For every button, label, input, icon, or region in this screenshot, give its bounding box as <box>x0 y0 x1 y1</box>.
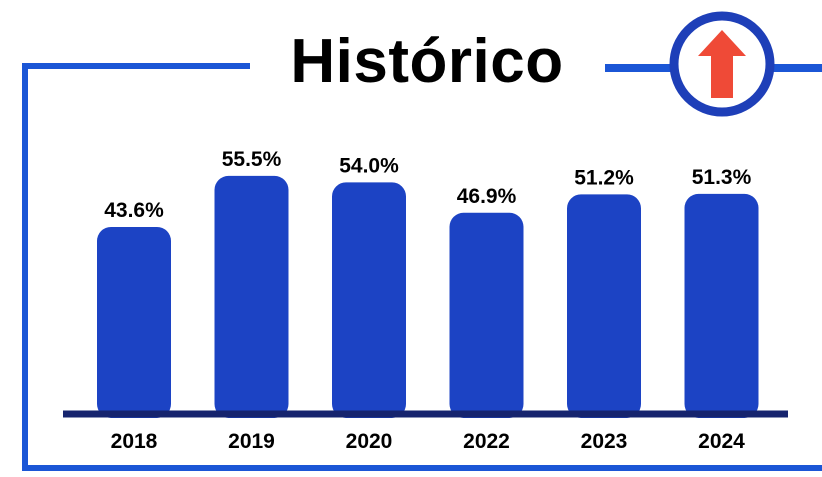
bar-2024 <box>684 193 759 418</box>
category-label-2022: 2022 <box>463 430 510 453</box>
value-label-2024: 51.3% <box>692 166 752 189</box>
category-label-2024: 2024 <box>698 430 745 453</box>
labels-layer: 43.6% 2018 55.5% 2019 54.0% 2020 46.9% 2022 51.2… <box>104 148 751 453</box>
value-label-2018: 43.6% <box>104 199 164 222</box>
value-label-2019: 55.5% <box>222 148 282 171</box>
chart-title: Histórico <box>290 27 564 96</box>
value-label-2023: 51.2% <box>574 166 634 189</box>
bar-2018 <box>97 226 171 418</box>
bar-2020 <box>332 182 406 418</box>
value-label-2020: 54.0% <box>339 154 399 177</box>
bars-layer <box>97 175 759 418</box>
bar-2019 <box>214 175 289 418</box>
frame-border <box>22 63 822 471</box>
value-label-2022: 46.9% <box>457 185 517 208</box>
up-arrow-badge <box>669 11 775 117</box>
category-label-2019: 2019 <box>228 430 275 453</box>
up-arrow-icon <box>698 30 746 98</box>
bar-2022 <box>449 212 524 418</box>
category-label-2023: 2023 <box>581 430 628 453</box>
category-label-2018: 2018 <box>111 430 158 453</box>
category-label-2020: 2020 <box>346 430 393 453</box>
bar-2023 <box>567 194 641 418</box>
